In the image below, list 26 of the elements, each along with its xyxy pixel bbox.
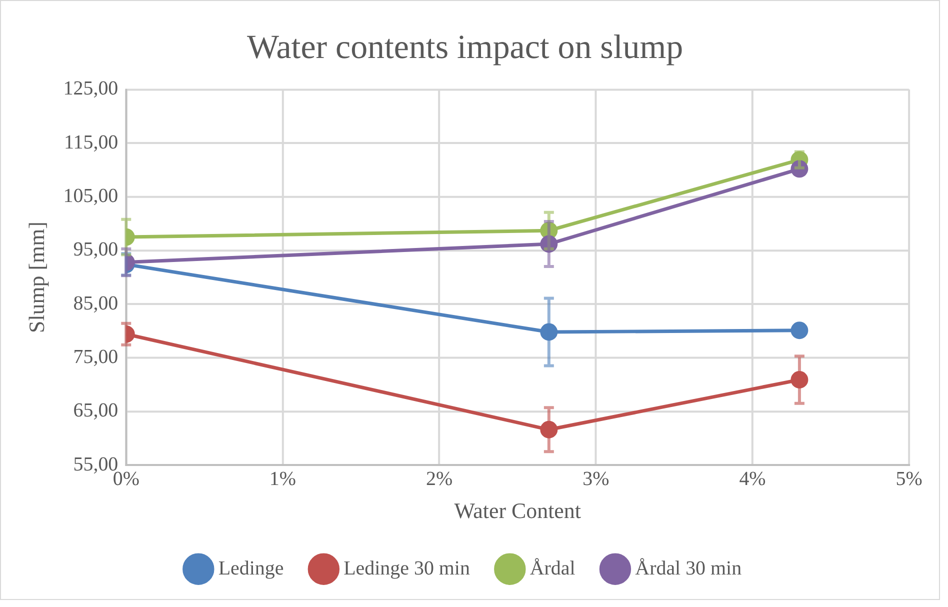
legend-label: Årdal 30 min <box>635 557 742 580</box>
y-tick-label: 65,00 <box>73 400 118 422</box>
legend-label: Årdal <box>530 557 576 580</box>
point <box>540 420 558 438</box>
point <box>790 322 808 340</box>
y-tick-label: 75,00 <box>73 346 118 368</box>
point <box>540 323 558 341</box>
point <box>540 222 558 240</box>
point <box>790 371 808 388</box>
y-axis-title: Slump [mm] <box>24 222 49 333</box>
y-tick-label: 95,00 <box>73 238 118 261</box>
x-tick-label: 1% <box>269 468 296 490</box>
y-tick-label: 85,00 <box>73 292 118 314</box>
y-tick-label: 125,00 <box>63 78 118 100</box>
x-axis-title: Water Content <box>454 498 581 523</box>
legend-label: Ledinge <box>218 557 284 580</box>
chart-title: Water contents impact on slump <box>246 29 684 66</box>
point <box>540 235 558 253</box>
legend-label: Ledinge 30 min <box>344 557 470 580</box>
x-tick-label: 4% <box>739 468 766 490</box>
y-tick-label: 105,00 <box>63 185 118 208</box>
y-tick-label: 115,00 <box>64 131 118 154</box>
x-tick-label: 3% <box>582 468 610 490</box>
x-tick-label: 5% <box>896 468 922 490</box>
point <box>790 160 808 178</box>
x-tick-label: 2% <box>426 468 453 490</box>
